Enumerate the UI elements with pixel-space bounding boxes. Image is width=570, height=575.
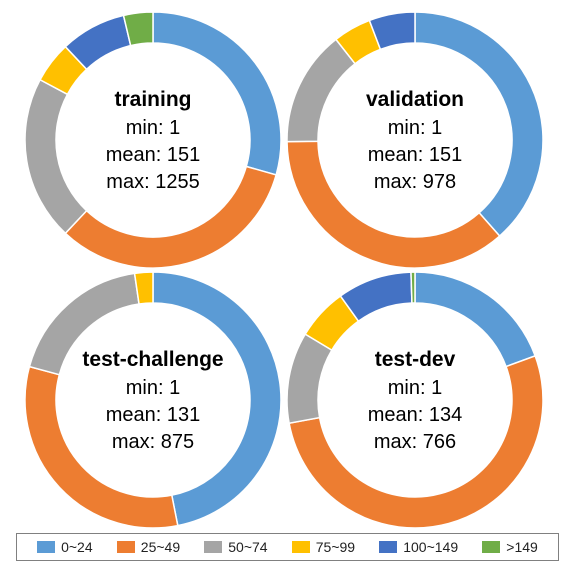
legend-label: 25~49 <box>140 539 181 555</box>
slice-validation-100-149 <box>368 11 416 51</box>
donut-stat: max: 1255 <box>106 171 199 193</box>
legend-item-100-149: 100~149 <box>379 539 458 555</box>
donut-title: test-challenge <box>82 348 223 371</box>
slice-test-challenge-75-99 <box>133 271 154 305</box>
slice-test-dev-over-149 <box>410 271 416 304</box>
donut-title: test-dev <box>375 348 456 371</box>
legend-label: 0~24 <box>61 539 93 555</box>
slice-test-dev-25-49 <box>288 354 544 529</box>
donut-stat: mean: 134 <box>368 404 463 426</box>
legend-swatch-100-149 <box>379 541 398 553</box>
donut-stat: min: 1 <box>388 377 442 399</box>
donut-stat: mean: 131 <box>106 404 201 426</box>
donut-test-challenge: test-challenge min: 1 mean: 131 max: 875 <box>24 271 282 529</box>
legend-swatch-50-74 <box>204 541 223 553</box>
donut-title: validation <box>366 88 464 111</box>
donut-charts: training min: 1 mean: 151 max: 1255 validati… <box>24 11 544 529</box>
donut-stat: max: 766 <box>374 431 456 453</box>
legend-item-25-49: 25~49 <box>116 539 181 555</box>
donut-stat: max: 875 <box>112 431 194 453</box>
legend-label: >149 <box>506 539 538 555</box>
donut-stat: max: 978 <box>374 171 456 193</box>
legend-swatch-over-149 <box>482 541 501 553</box>
legend-item-75-99: 75~99 <box>291 539 356 555</box>
donut-stat: mean: 151 <box>106 144 201 166</box>
legend: 0~24 25~49 50~74 75~99 100~149 >149 <box>16 533 559 561</box>
legend-label: 75~99 <box>315 539 356 555</box>
donut-stat: min: 1 <box>126 117 180 139</box>
slice-validation-50-74 <box>286 38 357 143</box>
slice-training-over-149 <box>122 11 154 47</box>
legend-label: 50~74 <box>228 539 268 555</box>
donut-test-dev: test-dev min: 1 mean: 134 max: 766 <box>286 271 544 529</box>
legend-item-over-149: >149 <box>482 539 538 555</box>
legend-item-50-74: 50~74 <box>204 539 268 555</box>
donut-stat: min: 1 <box>126 377 180 399</box>
slice-test-challenge-0-24 <box>152 271 282 527</box>
legend-item-0-24: 0~24 <box>37 539 93 555</box>
slice-test-dev-50-74 <box>286 333 333 425</box>
legend-swatch-75-99 <box>291 541 310 553</box>
donut-validation: validation min: 1 mean: 151 max: 978 <box>286 11 544 269</box>
legend-swatch-0-24 <box>37 541 56 553</box>
legend-swatch-25-49 <box>116 541 135 553</box>
donut-stat: mean: 151 <box>368 144 463 166</box>
donut-title: training <box>115 88 192 111</box>
donut-training: training min: 1 mean: 151 max: 1255 <box>24 11 282 269</box>
legend-label: 100~149 <box>403 539 459 555</box>
donut-stat: min: 1 <box>388 117 442 139</box>
slice-training-50-74 <box>24 78 88 235</box>
